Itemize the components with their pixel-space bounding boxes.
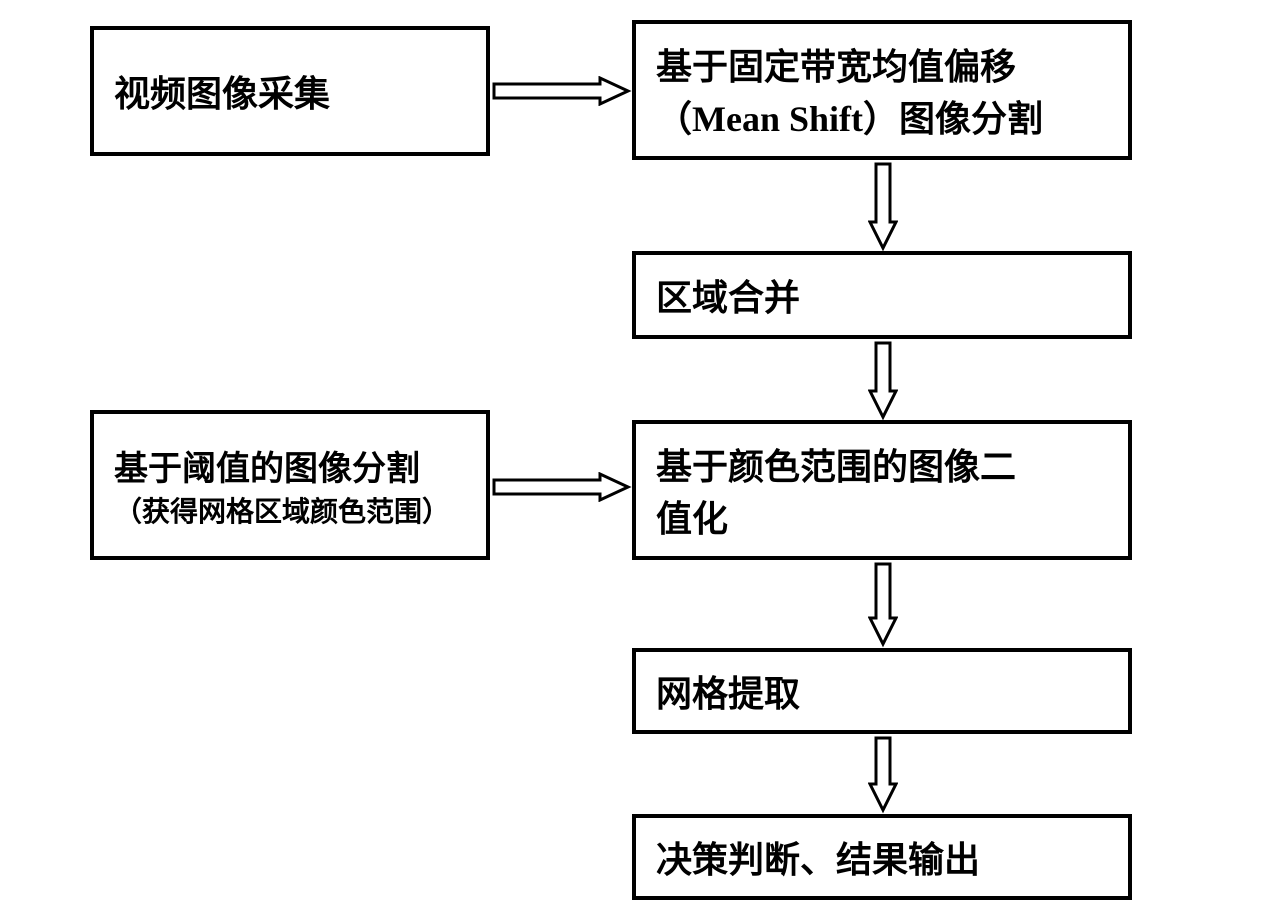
arrow-b6-b7 (868, 736, 898, 814)
box-video-capture: 视频图像采集 (90, 26, 490, 156)
box-text: 决策判断、结果输出 (656, 831, 980, 883)
box-text: 网格提取 (656, 665, 800, 717)
box-mean-shift-segmentation: 基于固定带宽均值偏移 （Mean Shift）图像分割 (632, 20, 1132, 160)
arrow-b5-b6 (868, 562, 898, 648)
box-text: 区域合并 (656, 269, 800, 321)
arrow-b1-b2 (492, 76, 632, 106)
box-threshold-segmentation: 基于阈值的图像分割 （获得网格区域颜色范围） (90, 410, 490, 560)
box-text: 值化 (656, 490, 728, 542)
box-text: 基于颜色范围的图像二 (656, 438, 1016, 490)
arrow-b4-b5 (492, 472, 632, 502)
arrow-b2-b3 (868, 162, 898, 252)
box-region-merge: 区域合并 (632, 251, 1132, 339)
box-text: （获得网格区域颜色范围） (114, 490, 450, 530)
box-text: （Mean Shift）图像分割 (656, 90, 1043, 142)
arrow-b3-b5 (868, 341, 898, 421)
box-decision-output: 决策判断、结果输出 (632, 814, 1132, 900)
box-color-binarization: 基于颜色范围的图像二 值化 (632, 420, 1132, 560)
box-text: 基于固定带宽均值偏移 (656, 38, 1016, 90)
box-text: 基于阈值的图像分割 (114, 441, 420, 490)
box-text: 视频图像采集 (114, 65, 330, 117)
box-grid-extraction: 网格提取 (632, 648, 1132, 734)
